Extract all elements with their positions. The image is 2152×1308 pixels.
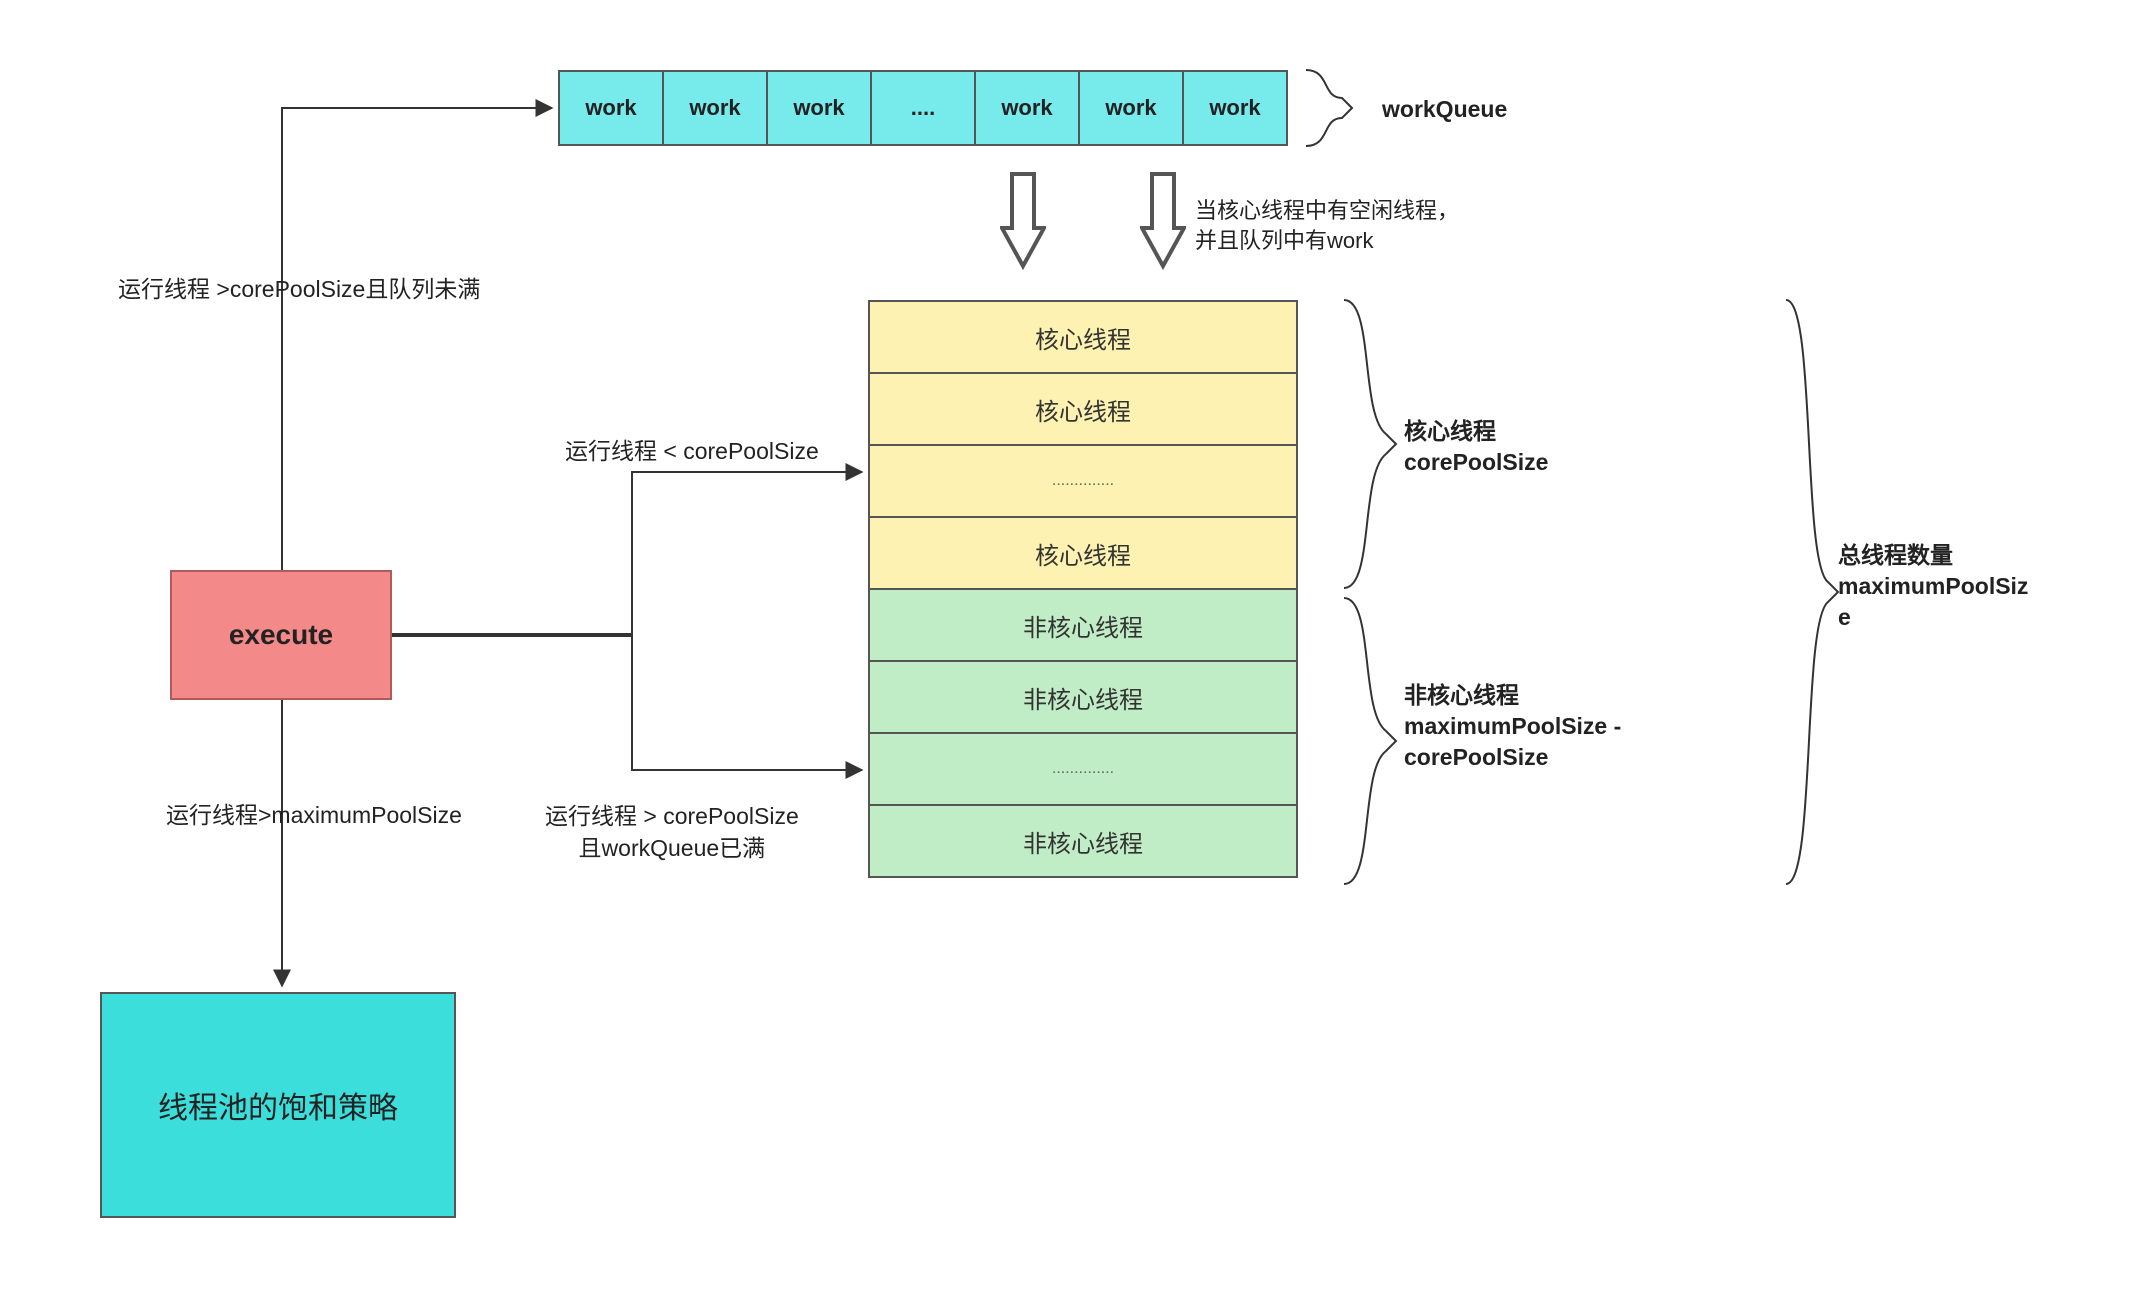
core-brace-label: 核心线程 corePoolSize (1404, 416, 1548, 478)
noncore-brace-label: 非核心线程 maximumPoolSize - corePoolSize (1404, 680, 1621, 773)
work-queue: work work work .... work work work (558, 70, 1288, 146)
big-arrow-icon (1140, 170, 1186, 270)
core-thread-row: 核心线程 (868, 516, 1298, 590)
thread-pool: 核心线程 核心线程 .............. 核心线程 非核心线程 非核心线… (868, 300, 1298, 878)
queue-cell: work (1078, 70, 1184, 146)
execute-label: execute (229, 619, 333, 651)
edge-to-policy-label: 运行线程>maximumPoolSize (166, 796, 462, 830)
edge-to-core-label: 运行线程 < corePoolSize (565, 432, 819, 466)
brace-total (1786, 300, 1838, 884)
queue-cell: work (766, 70, 872, 146)
noncore-thread-row: 非核心线程 (868, 660, 1298, 734)
work-queue-label: workQueue (1382, 94, 1507, 125)
core-thread-row: 核心线程 (868, 300, 1298, 374)
queue-cell: work (662, 70, 768, 146)
execute-node: execute (170, 570, 392, 700)
queue-cell: work (558, 70, 664, 146)
brace-core (1344, 300, 1396, 588)
queue-cell: work (1182, 70, 1288, 146)
saturation-policy-label: 线程池的饱和策略 (158, 1083, 398, 1127)
total-brace-label: 总线程数量 maximumPoolSiz e (1838, 540, 2028, 633)
big-arrow-note: 当核心线程中有空闲线程， 并且队列中有work (1195, 196, 1495, 255)
edge-to-queue (282, 108, 552, 570)
queue-cell: .... (870, 70, 976, 146)
saturation-policy-node: 线程池的饱和策略 (100, 992, 456, 1218)
core-thread-row: .............. (868, 444, 1298, 518)
noncore-thread-row: 非核心线程 (868, 588, 1298, 662)
big-arrow-icon (1000, 170, 1046, 270)
brace-workqueue (1306, 70, 1352, 146)
edge-to-noncore-label: 运行线程 > corePoolSize 且workQueue已满 (545, 800, 799, 864)
brace-noncore (1344, 598, 1396, 884)
edge-to-core (392, 472, 862, 634)
edge-to-noncore (392, 636, 862, 770)
queue-cell: work (974, 70, 1080, 146)
edge-to-queue-label: 运行线程 >corePoolSize且队列未满 (118, 270, 480, 304)
noncore-thread-row: .............. (868, 732, 1298, 806)
noncore-thread-row: 非核心线程 (868, 804, 1298, 878)
core-thread-row: 核心线程 (868, 372, 1298, 446)
